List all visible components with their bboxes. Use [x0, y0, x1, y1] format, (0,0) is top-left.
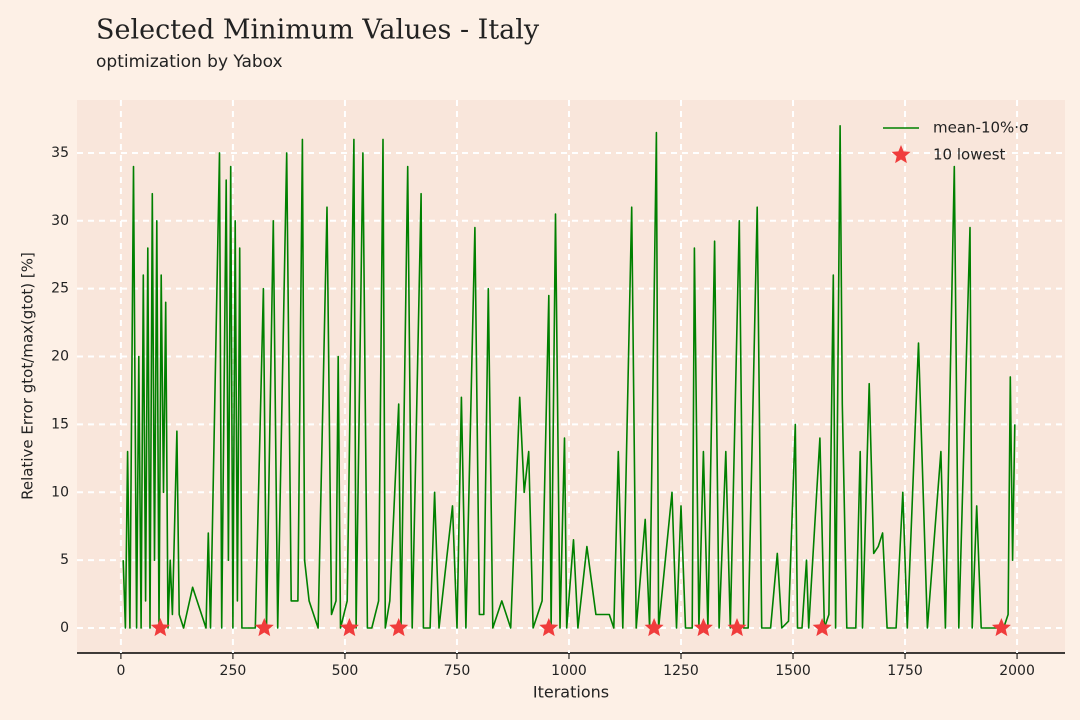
y-tick-label: 25 — [51, 281, 69, 297]
star-marker — [693, 618, 713, 637]
star-marker — [389, 618, 409, 637]
star-marker — [339, 618, 359, 637]
chart-title: Selected Minimum Values - Italy — [96, 15, 540, 46]
y-tick-label: 10 — [51, 484, 69, 500]
y-tick-label: 35 — [51, 145, 69, 161]
star-marker — [150, 618, 170, 637]
x-tick-label: 2000 — [999, 663, 1035, 679]
x-tick-label: 1750 — [887, 663, 923, 679]
star-marker — [539, 618, 559, 637]
x-tick-label: 1250 — [663, 663, 699, 679]
x-tick-label: 1500 — [775, 663, 811, 679]
legend-label: 10 lowest — [933, 146, 1006, 164]
data-line — [122, 125, 1016, 629]
y-tick-label: 20 — [51, 349, 69, 365]
star-marker — [991, 618, 1011, 637]
x-tick-label: 250 — [220, 663, 247, 679]
y-tick-label: 15 — [51, 416, 69, 432]
star-marker — [727, 618, 747, 637]
star-marker — [644, 618, 664, 637]
legend-swatch — [891, 145, 911, 164]
legend-label: mean-10%·σ — [933, 119, 1029, 137]
x-tick-label: 500 — [332, 663, 359, 679]
x-axis-label: Iterations — [533, 683, 609, 702]
x-tick-label: 750 — [444, 663, 471, 679]
x-tick-label: 1000 — [551, 663, 587, 679]
y-axis-label: Relative Error gtot/max(gtot) [%] — [19, 252, 37, 500]
chart-subtitle: optimization by Yabox — [96, 52, 283, 72]
y-tick-label: 0 — [60, 620, 69, 636]
x-tick-label: 0 — [116, 663, 125, 679]
star-marker — [254, 618, 274, 637]
y-tick-label: 30 — [51, 213, 69, 229]
star-marker — [812, 618, 832, 637]
y-tick-label: 5 — [60, 552, 69, 568]
